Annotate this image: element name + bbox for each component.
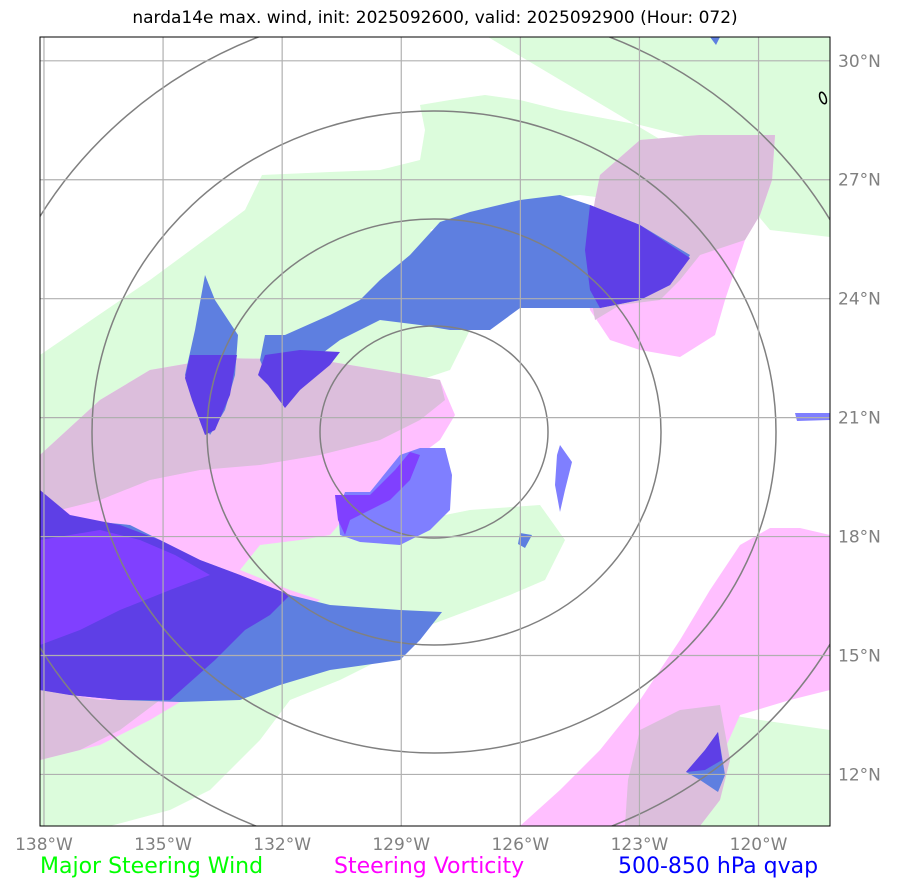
qvap-northeast-band — [260, 195, 690, 400]
qvap-mid-dark — [258, 350, 340, 408]
vorticity-west-overlap — [40, 358, 445, 512]
lat-tick-label: 21°N — [838, 409, 881, 429]
qvap-center-light — [338, 448, 452, 545]
lat-tick-label: 15°N — [838, 647, 881, 667]
qvap-southwest-violet — [40, 530, 210, 645]
lon-tick-label: 129°W — [372, 835, 430, 855]
lon-tick-label: 123°W — [611, 835, 669, 855]
range-ring-1 — [319, 325, 549, 539]
lat-tick-label: 27°N — [838, 171, 881, 191]
lon-tick-label: 135°W — [134, 835, 192, 855]
legend-steering-wind: Major Steering Wind — [40, 854, 264, 879]
lat-tick-label: 24°N — [838, 290, 881, 310]
qvap-north-tip — [710, 37, 720, 45]
vorticity-southeast-overlap — [625, 705, 730, 826]
map-plot-area — [40, 37, 830, 826]
legend-steering-vorticity: Steering Vorticity — [334, 854, 525, 879]
qvap-east-sliver — [555, 445, 572, 512]
figure-title: narda14e max. wind, init: 2025092600, va… — [132, 8, 738, 28]
lat-tick-label: 12°N — [838, 765, 881, 785]
lat-tick-labels: 30°N 27°N 24°N 21°N 18°N 15°N 12°N — [838, 52, 881, 786]
range-ring-2 — [206, 218, 662, 646]
vorticity-southeast — [520, 528, 830, 826]
lat-tick-label: 18°N — [838, 528, 881, 548]
contour-marker — [818, 91, 828, 105]
vorticity-southwest-overlap — [40, 690, 160, 760]
qvap-center-violet — [335, 452, 420, 535]
qvap-southeast-spot-dark — [686, 732, 722, 772]
lon-tick-label: 126°W — [491, 835, 549, 855]
map-frame — [39, 36, 831, 827]
lat-tick-label: 30°N — [838, 52, 881, 72]
map-gridlines — [40, 37, 830, 826]
lon-tick-label: 132°W — [253, 835, 311, 855]
range-ring-3 — [91, 110, 777, 754]
qvap-northeast-dark — [585, 205, 690, 308]
lon-tick-label: 138°W — [15, 835, 73, 855]
range-rings — [40, 37, 830, 826]
lon-tick-labels: 138°W 135°W 132°W 129°W 126°W 123°W 120°W — [15, 835, 788, 855]
legend-qvap: 500-850 hPa qvap — [618, 854, 819, 879]
lon-tick-label: 120°W — [730, 835, 788, 855]
qvap-far-east — [795, 413, 830, 421]
